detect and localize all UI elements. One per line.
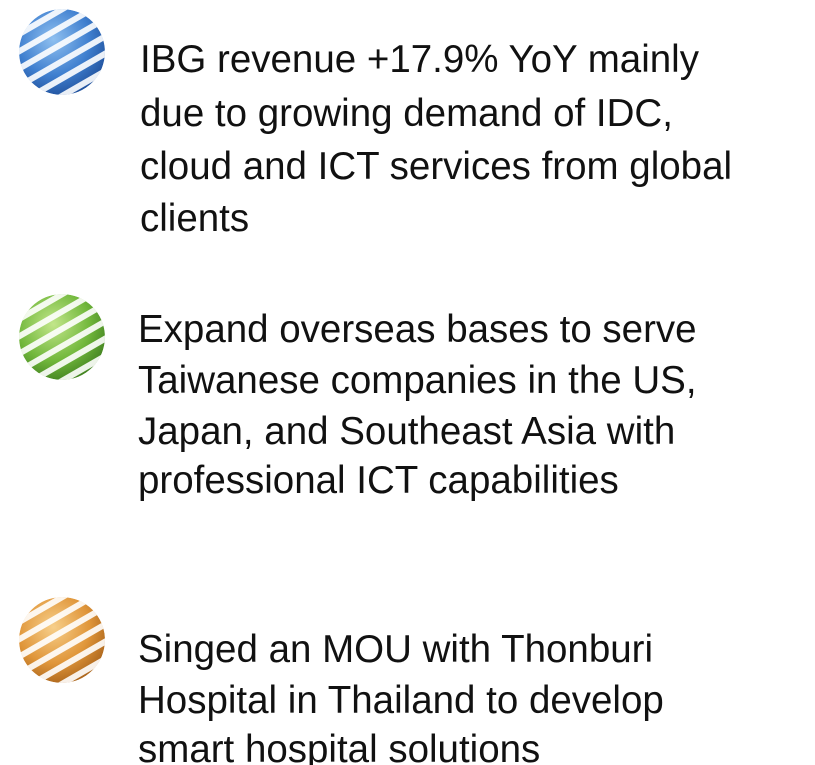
bullet-text: Expand overseas bases to serve (138, 308, 697, 351)
bullet-text: Japan, and Southeast Asia with (138, 410, 675, 453)
bullet-icon (19, 9, 105, 95)
bullet-text: due to growing demand of IDC, (140, 92, 673, 135)
bullet-text: IBG revenue +17.9% YoY mainly (140, 38, 700, 81)
bullet-text: smart hospital solutions (138, 728, 540, 765)
bullet-text: Taiwanese companies in the US, (138, 359, 697, 402)
bullet-text: professional ICT capabilities (138, 459, 619, 502)
bullet-icon (19, 597, 105, 683)
bullet-text: Singed an MOU with Thonburi (138, 628, 653, 671)
bullet-text: Hospital in Thailand to develop (138, 679, 664, 722)
bullet-icon (19, 294, 105, 380)
bullet-text: clients (140, 197, 249, 240)
bullet-text: cloud and ICT services from global (140, 145, 732, 188)
